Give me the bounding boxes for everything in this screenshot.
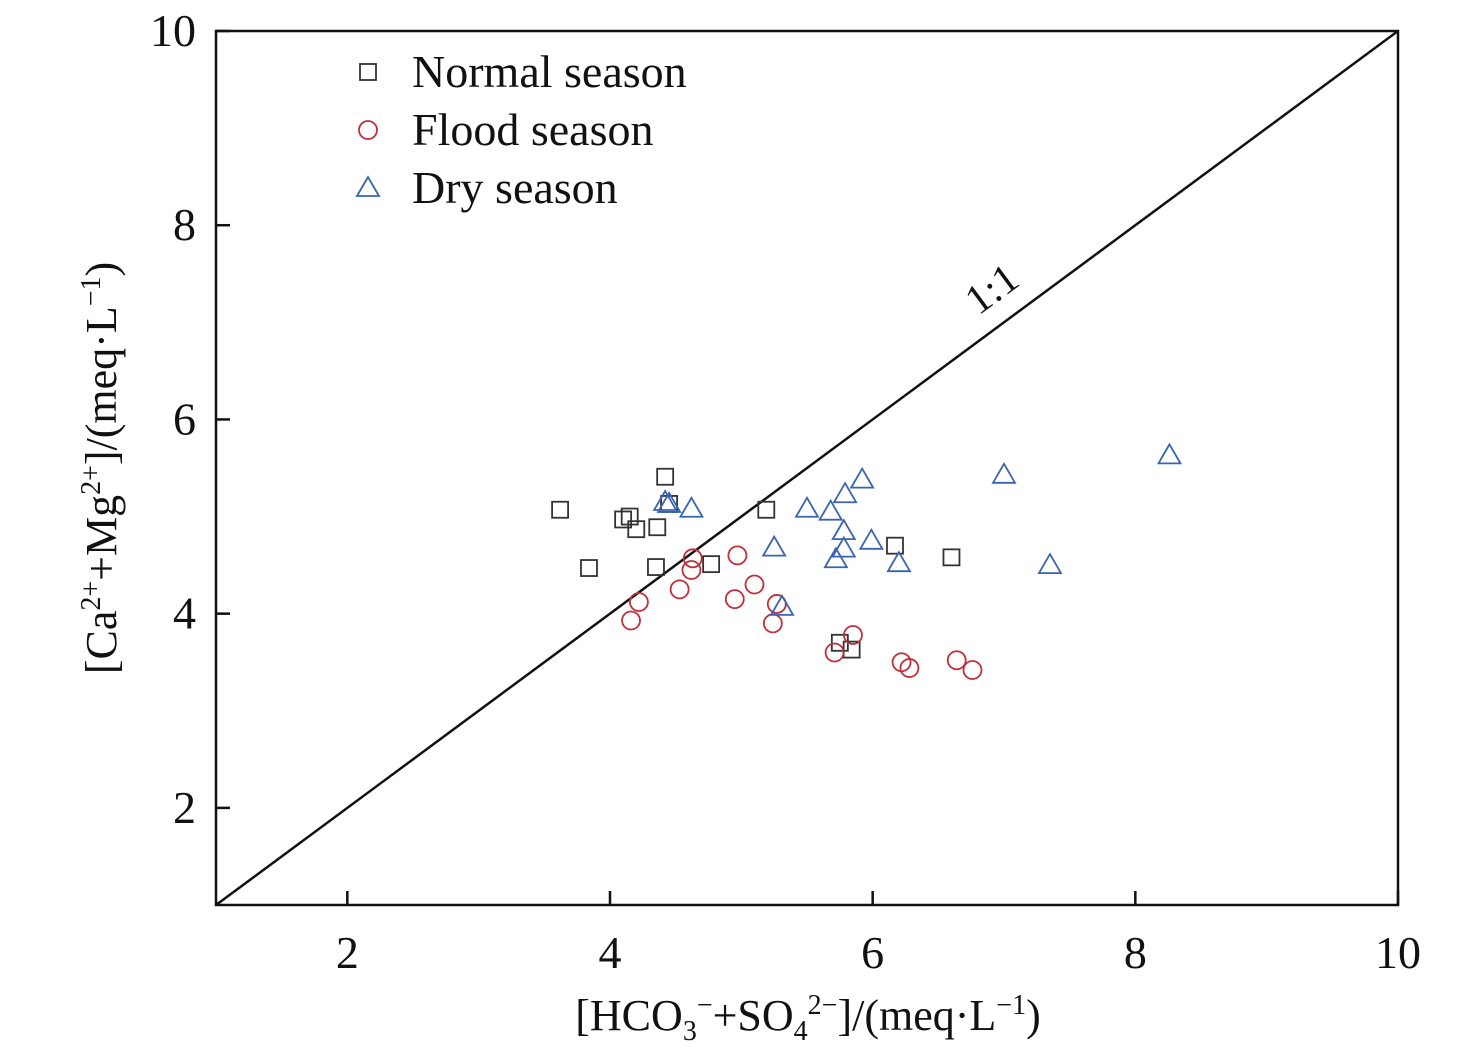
point-circle xyxy=(843,625,863,645)
x-tick-label: 10 xyxy=(1375,927,1421,978)
legend-item: Dry season xyxy=(355,162,618,213)
legend-item: Flood season xyxy=(358,104,654,155)
point-square xyxy=(648,518,667,537)
point-triangle xyxy=(849,466,875,489)
x-tick-label: 2 xyxy=(336,927,359,978)
point-triangle xyxy=(1156,442,1183,465)
point-square xyxy=(580,559,598,577)
x-tick-label: 6 xyxy=(861,927,884,978)
point-triangle xyxy=(761,534,787,557)
point-square xyxy=(551,500,569,519)
legend-marker-triangle xyxy=(355,175,381,197)
point-square xyxy=(620,507,639,526)
point-triangle xyxy=(769,594,795,616)
x-axis-label: [HCO3−+SO42−]/(meq·L−1) xyxy=(575,990,1040,1047)
point-triangle xyxy=(1037,552,1063,575)
point-circle xyxy=(744,574,765,595)
point-triangle xyxy=(832,481,858,504)
x-tick-label: 8 xyxy=(1124,927,1147,978)
point-triangle xyxy=(858,528,884,550)
point-triangle xyxy=(678,495,704,518)
legend-item: Normal season xyxy=(359,46,687,97)
point-triangle xyxy=(831,518,857,541)
x-axis-ticks: 2 4 6 8 10 xyxy=(336,891,1421,978)
point-circle xyxy=(824,642,845,663)
point-triangle xyxy=(818,498,844,521)
point-circle xyxy=(682,548,703,569)
point-circle xyxy=(621,610,641,631)
point-triangle xyxy=(656,491,682,513)
series-circle xyxy=(621,545,983,680)
point-triangle xyxy=(794,495,820,518)
legend: Normal season Flood season Dry season xyxy=(355,46,687,213)
point-circle xyxy=(727,545,748,566)
y-axis-label: [Ca2++Mg2+]/(meq·L−1) xyxy=(76,262,126,674)
legend-marker-square xyxy=(359,63,377,81)
point-square xyxy=(627,520,646,539)
legend-label: Dry season xyxy=(412,162,618,213)
x-tick-label: 4 xyxy=(599,927,622,978)
point-triangle xyxy=(886,550,912,573)
point-square xyxy=(614,510,633,529)
y-tick-label: 4 xyxy=(173,588,196,639)
data-points xyxy=(551,442,1183,680)
series-triangle xyxy=(652,442,1183,616)
point-circle xyxy=(762,613,783,634)
reference-line-1-1 xyxy=(215,29,1399,907)
point-circle xyxy=(724,589,745,609)
point-circle xyxy=(669,579,690,600)
y-tick-label: 6 xyxy=(173,393,196,444)
y-tick-label: 8 xyxy=(173,199,196,250)
point-circle xyxy=(962,660,983,680)
point-triangle xyxy=(831,535,857,558)
point-circle xyxy=(681,560,702,580)
point-square xyxy=(886,536,904,555)
series-square xyxy=(551,467,961,659)
point-square xyxy=(656,467,675,486)
y-tick-label: 10 xyxy=(150,5,196,56)
legend-label: Flood season xyxy=(412,104,654,155)
point-square xyxy=(647,558,665,576)
point-circle xyxy=(628,592,649,612)
point-triangle xyxy=(652,489,678,511)
y-axis-ticks: 2 4 6 8 10 xyxy=(150,5,230,833)
point-square xyxy=(942,548,961,567)
legend-label: Normal season xyxy=(412,46,687,97)
point-triangle xyxy=(823,546,849,569)
plot-area xyxy=(214,29,1400,907)
y-tick-label: 2 xyxy=(173,782,196,833)
point-triangle xyxy=(991,462,1017,484)
legend-marker-circle xyxy=(358,120,378,140)
point-square xyxy=(757,500,776,519)
point-circle xyxy=(946,650,967,671)
point-square xyxy=(702,555,721,574)
point-circle xyxy=(899,658,920,678)
